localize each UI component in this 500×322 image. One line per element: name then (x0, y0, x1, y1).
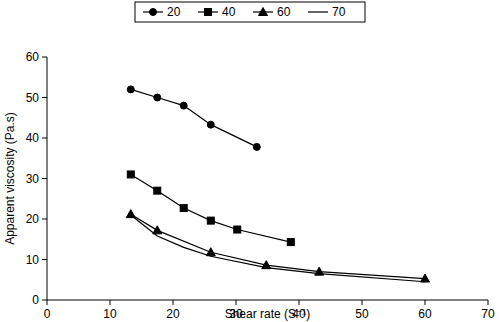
legend-label: 70 (332, 5, 346, 19)
data-point (421, 274, 430, 282)
chart: 0102030405060010203040506070Shear rate (… (0, 0, 500, 322)
legend-marker (259, 8, 268, 16)
y-tick-label: 0 (32, 293, 39, 307)
y-tick (42, 138, 47, 139)
series-line (131, 89, 257, 147)
data-point (127, 86, 134, 93)
x-tick-label: 60 (418, 307, 432, 321)
legend: 20 40 60 70 (135, 2, 365, 22)
x-axis-label: Shear rate (S⁻¹) (225, 307, 311, 321)
x-tick-label: 10 (103, 307, 117, 321)
legend-box (135, 2, 365, 22)
y-tick-label: 10 (26, 253, 40, 267)
x-tick (173, 300, 174, 305)
data-point (253, 143, 260, 150)
x-tick (299, 300, 300, 305)
y-tick (42, 300, 47, 301)
x-tick-label: 50 (355, 307, 369, 321)
data-point (126, 210, 135, 218)
data-point (154, 187, 161, 194)
data-point (180, 205, 187, 212)
x-tick (47, 300, 48, 305)
data-point (180, 102, 187, 109)
legend-label: 20 (167, 5, 181, 19)
x-axis (47, 300, 488, 301)
legend-label: 40 (222, 5, 236, 19)
y-tick (42, 97, 47, 98)
y-tick-label: 50 (26, 91, 40, 105)
legend-line (308, 11, 328, 12)
plot-area (126, 86, 429, 282)
data-point (154, 94, 161, 101)
y-tick (42, 259, 47, 260)
y-tick-label: 60 (26, 50, 40, 64)
y-tick (42, 57, 47, 58)
data-point (207, 217, 214, 224)
legend-marker (205, 9, 212, 16)
x-tick (488, 300, 489, 305)
y-tick-label: 20 (26, 212, 40, 226)
x-tick (110, 300, 111, 305)
series-line (131, 215, 425, 282)
data-point (153, 226, 162, 234)
legend-label: 60 (277, 5, 291, 19)
x-tick-label: 20 (166, 307, 180, 321)
series-line (131, 174, 291, 242)
data-point (287, 239, 294, 246)
x-tick (425, 300, 426, 305)
y-tick-label: 40 (26, 131, 40, 145)
y-tick (42, 219, 47, 220)
x-tick-label: 70 (481, 307, 495, 321)
y-tick (42, 178, 47, 179)
x-tick-label: 0 (44, 307, 51, 321)
y-tick-label: 30 (26, 172, 40, 186)
x-tick (362, 300, 363, 305)
data-point (206, 248, 215, 256)
y-axis-label: Apparent viscosity (Pa.s) (3, 112, 17, 245)
data-point (234, 226, 241, 233)
legend-marker (150, 9, 157, 16)
data-point (207, 121, 214, 128)
x-tick (236, 300, 237, 305)
data-point (127, 171, 134, 178)
